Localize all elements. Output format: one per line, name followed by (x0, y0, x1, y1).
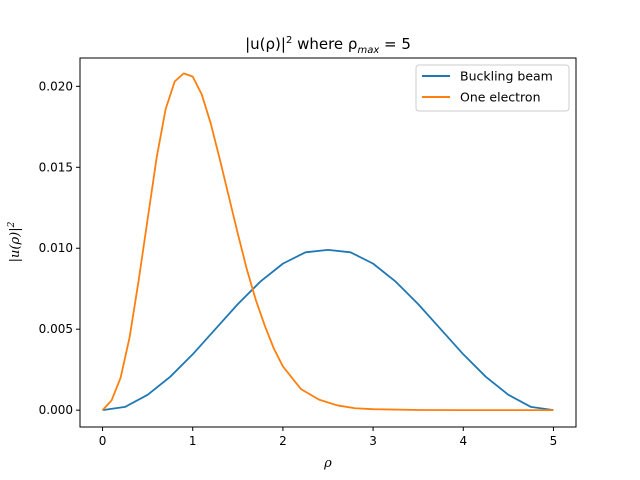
x-tick-label: 4 (459, 434, 467, 448)
y-tick-label: 0.010 (39, 241, 73, 255)
legend-label-one-electron: One electron (460, 90, 541, 105)
x-tick-label: 2 (279, 434, 287, 448)
series-layer (101, 72, 554, 412)
series-line-one-electron (101, 72, 554, 412)
x-tick-label: 3 (369, 434, 377, 448)
series-line-buckling-beam (102, 248, 554, 412)
x-tick-label: 0 (99, 434, 107, 448)
chart-title: |u(ρ)|2 where ρmax = 5 (245, 35, 411, 56)
legend: Buckling beam One electron (415, 64, 570, 112)
axes-frame (79, 57, 577, 428)
legend-box (415, 64, 570, 112)
y-axis-label: |u(ρ)|2 (7, 221, 23, 262)
x-axis-label: ρ (323, 456, 332, 471)
legend-label-buckling-beam: Buckling beam (460, 69, 553, 84)
x-tick-label: 1 (189, 434, 197, 448)
y-tick-label: 0.000 (39, 403, 73, 417)
y-axis: 0.000 0.005 0.010 0.015 0.020 (39, 79, 80, 417)
title-subscript: max (357, 45, 379, 56)
y-tick-label: 0.020 (39, 79, 73, 93)
title-superscript: 2 (286, 35, 292, 46)
x-tick-label: 5 (550, 434, 558, 448)
y-tick-label: 0.005 (39, 322, 73, 336)
y-tick-label: 0.015 (39, 160, 73, 174)
x-axis: 0 1 2 3 4 5 (99, 427, 558, 448)
